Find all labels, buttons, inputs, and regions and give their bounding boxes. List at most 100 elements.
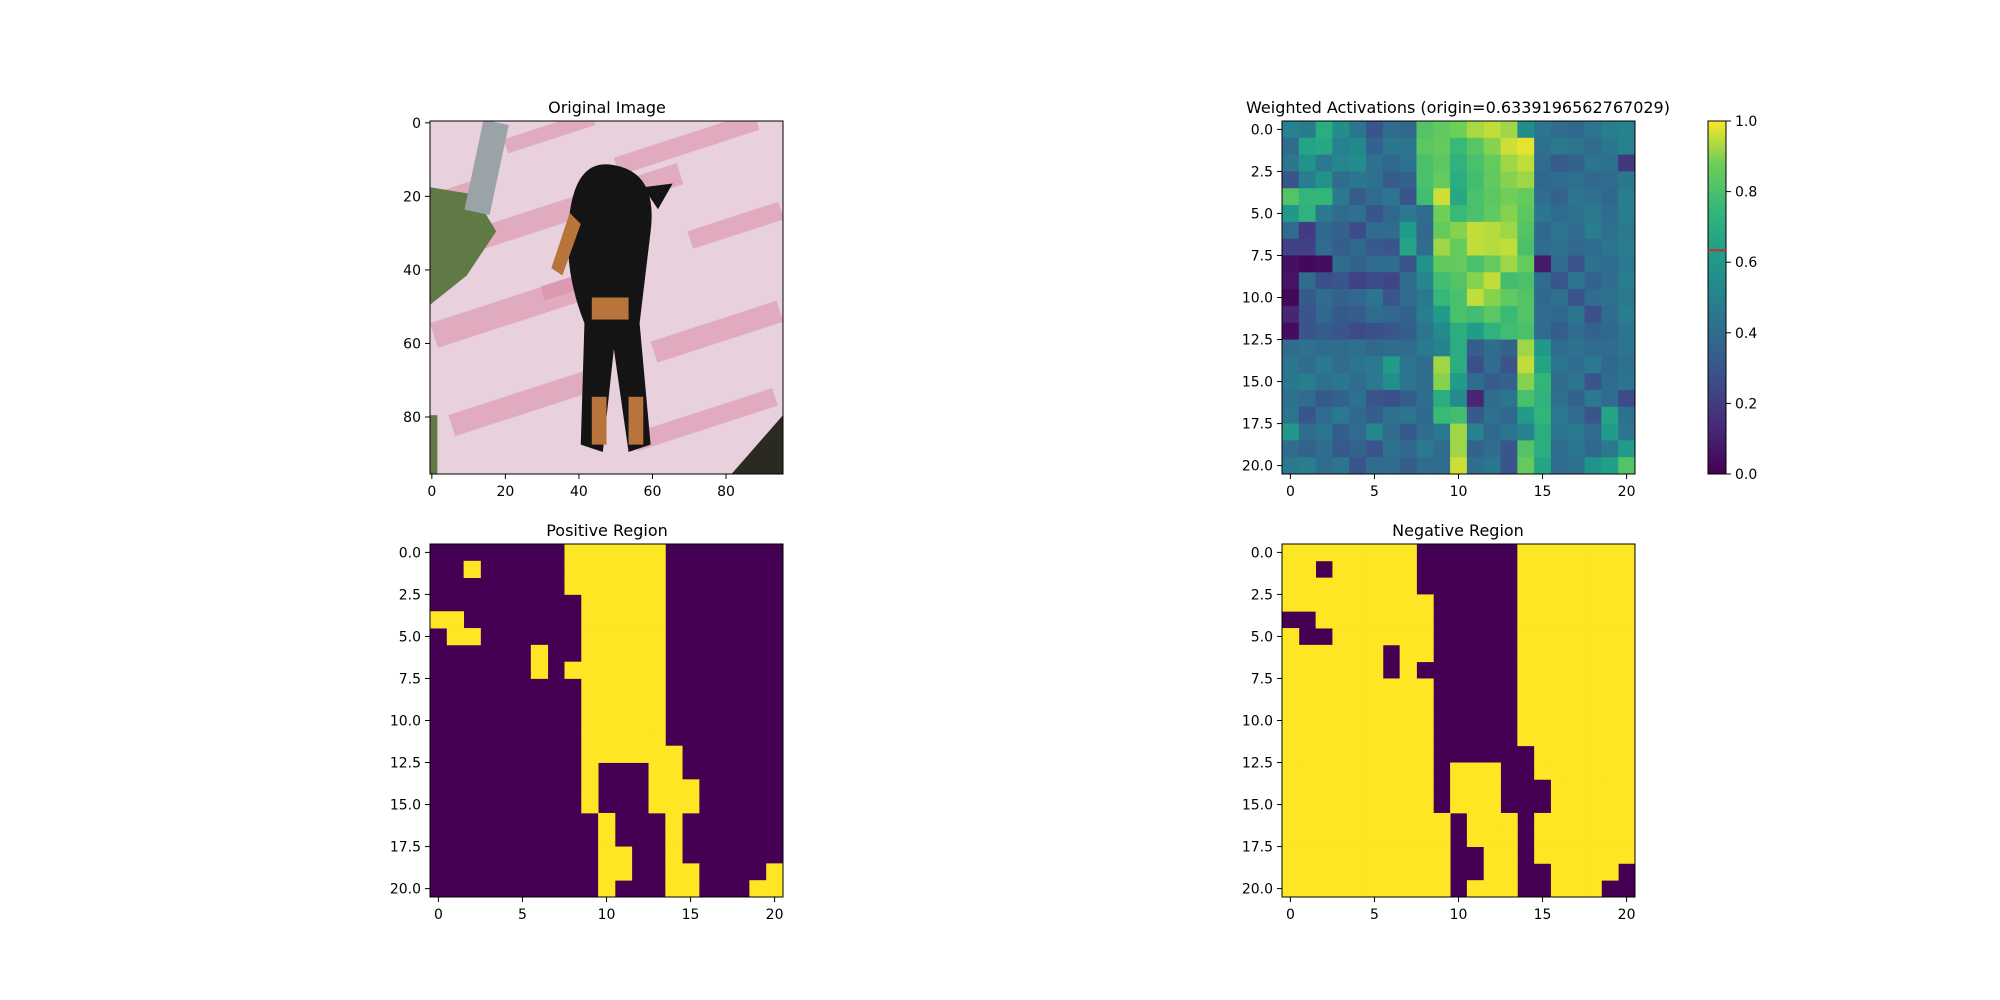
negative-cell [1366, 846, 1384, 864]
heatmap-cell [1500, 373, 1518, 391]
positive-cell [581, 695, 599, 713]
negative-cell [1399, 661, 1417, 679]
negative-cell [1282, 544, 1300, 562]
negative-cell [1618, 544, 1636, 562]
heatmap-cell [1483, 188, 1501, 206]
negative-cell [1399, 712, 1417, 730]
positive-cell [648, 628, 666, 646]
negative-cell [1382, 812, 1401, 831]
negative-cell [1315, 661, 1333, 679]
positive-cell [648, 678, 666, 696]
positive-cell [614, 678, 633, 696]
heatmap-cell [1416, 137, 1434, 156]
heatmap-cell [1282, 221, 1300, 240]
heatmap-cell [1315, 238, 1333, 256]
heatmap-cell [1567, 205, 1585, 223]
heatmap-cell [1298, 255, 1317, 273]
heatmap-cell [1517, 305, 1535, 324]
heatmap-cell [1399, 171, 1417, 189]
negative-cell [1315, 779, 1333, 797]
negative-cell [1550, 577, 1569, 595]
negative-cell [1601, 544, 1619, 562]
negative-cell [1298, 812, 1317, 831]
positive-cell [614, 712, 633, 730]
positive-cell [631, 728, 649, 747]
negative-cell [1466, 779, 1485, 797]
negative-cell [1315, 712, 1333, 730]
negative-cell [1399, 678, 1417, 696]
heatmap-cell [1466, 339, 1485, 357]
negative-cell [1416, 611, 1434, 629]
negative-cell [1366, 661, 1384, 679]
heatmap-cell [1416, 305, 1434, 324]
negative-xtick-label: 0 [1286, 907, 1295, 923]
negative-cell [1315, 728, 1333, 747]
positive-cell [631, 695, 649, 713]
heatmap-cell [1466, 205, 1485, 223]
positive-cell [581, 762, 599, 780]
negative-cell [1332, 544, 1350, 562]
positive-cell [682, 863, 700, 881]
negative-cell [1601, 728, 1619, 747]
heatmap-cell [1584, 457, 1602, 475]
heatmap-cell [1534, 272, 1552, 290]
heatmap-cell [1500, 322, 1518, 340]
positive-cell [564, 661, 582, 679]
negative-cell [1550, 762, 1569, 780]
original-xtick-label: 20 [496, 484, 514, 500]
heatmap-cell [1399, 305, 1417, 324]
heatmap-cell [1298, 221, 1317, 240]
heatmap-cell [1433, 373, 1451, 391]
negative-cell [1601, 796, 1619, 814]
positive-cell [581, 644, 599, 663]
heatmap-cell [1517, 121, 1535, 139]
negative-cell [1349, 628, 1367, 646]
negative-cell [1399, 779, 1417, 797]
positive-ytick-label: 10.0 [390, 714, 421, 730]
heatmap-cell [1466, 154, 1485, 172]
heatmap-cell [1517, 322, 1535, 340]
heatmap-cell [1298, 440, 1317, 458]
heatmap-cell [1332, 305, 1350, 324]
heatmap-cell [1349, 171, 1367, 189]
positive-cell [665, 762, 683, 780]
heatmap-cell [1500, 137, 1518, 156]
dog-tan-leg [551, 212, 581, 276]
negative-cell [1382, 678, 1401, 696]
heatmap-cell [1567, 305, 1585, 324]
negative-cell [1298, 644, 1317, 663]
heatmap-cell [1366, 205, 1384, 223]
negative-cell [1349, 695, 1367, 713]
heatmap-cell [1315, 440, 1333, 458]
negative-cell [1399, 544, 1417, 562]
negative-cell [1366, 812, 1384, 831]
heatmap-cell [1416, 154, 1434, 172]
heatmap-cell [1298, 289, 1317, 307]
negative-cell [1399, 880, 1417, 898]
negative-cell [1366, 678, 1384, 696]
heatmap-cell [1534, 121, 1552, 139]
heatmap-cell [1382, 322, 1401, 340]
heatmap-cell [1567, 389, 1585, 408]
heatmap-cell [1315, 255, 1333, 273]
heatmap-cell [1584, 238, 1602, 256]
negative-cell [1382, 728, 1401, 747]
heatmap-cell [1366, 440, 1384, 458]
positive-cell [631, 544, 649, 562]
heatmap-cell [1315, 406, 1333, 424]
heatmap-cell [1567, 440, 1585, 458]
heatmap-cell [1382, 171, 1401, 189]
heatmap-cell [1601, 221, 1619, 240]
heatmap-cell [1517, 423, 1535, 441]
negative-cell [1382, 594, 1401, 612]
heatmap-cell [1282, 171, 1300, 189]
heatmap-cell [1315, 339, 1333, 357]
heatmap-cell [1349, 423, 1367, 441]
positive-cell [648, 577, 666, 595]
heatmap-cell [1366, 457, 1384, 475]
heatmap-cell [1500, 205, 1518, 223]
negative-cell [1450, 762, 1468, 780]
heatmap-cell [1382, 272, 1401, 290]
negative-cell [1399, 762, 1417, 780]
heatmap-cell [1315, 137, 1333, 156]
